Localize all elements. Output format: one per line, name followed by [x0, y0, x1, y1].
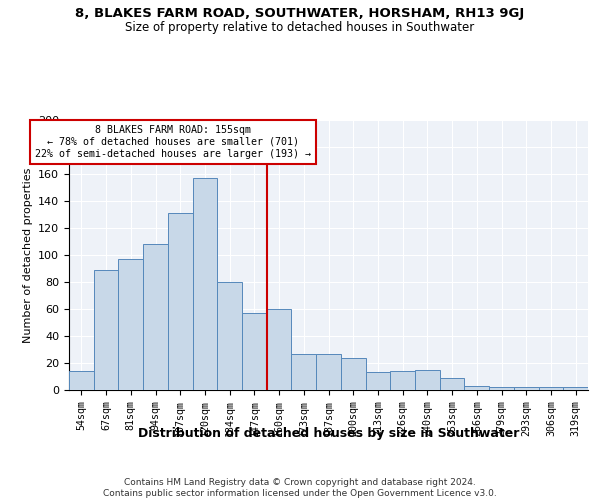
Bar [390, 371, 415, 390]
Bar [69, 371, 94, 390]
Text: Distribution of detached houses by size in Southwater: Distribution of detached houses by size … [138, 428, 520, 440]
Bar [365, 372, 390, 390]
Bar [94, 270, 118, 390]
Bar [193, 178, 217, 390]
Bar [143, 244, 168, 390]
Bar [563, 388, 588, 390]
Bar [242, 313, 267, 390]
Bar [267, 309, 292, 390]
Y-axis label: Number of detached properties: Number of detached properties [23, 168, 32, 342]
Bar [292, 354, 316, 390]
Bar [341, 358, 365, 390]
Bar [440, 378, 464, 390]
Bar [168, 213, 193, 390]
Bar [415, 370, 440, 390]
Bar [316, 354, 341, 390]
Bar [118, 259, 143, 390]
Text: Contains HM Land Registry data © Crown copyright and database right 2024.
Contai: Contains HM Land Registry data © Crown c… [103, 478, 497, 498]
Text: Size of property relative to detached houses in Southwater: Size of property relative to detached ho… [125, 21, 475, 34]
Bar [514, 388, 539, 390]
Bar [217, 282, 242, 390]
Bar [489, 388, 514, 390]
Bar [464, 386, 489, 390]
Bar [539, 388, 563, 390]
Text: 8, BLAKES FARM ROAD, SOUTHWATER, HORSHAM, RH13 9GJ: 8, BLAKES FARM ROAD, SOUTHWATER, HORSHAM… [76, 8, 524, 20]
Text: 8 BLAKES FARM ROAD: 155sqm
← 78% of detached houses are smaller (701)
22% of sem: 8 BLAKES FARM ROAD: 155sqm ← 78% of deta… [35, 126, 311, 158]
